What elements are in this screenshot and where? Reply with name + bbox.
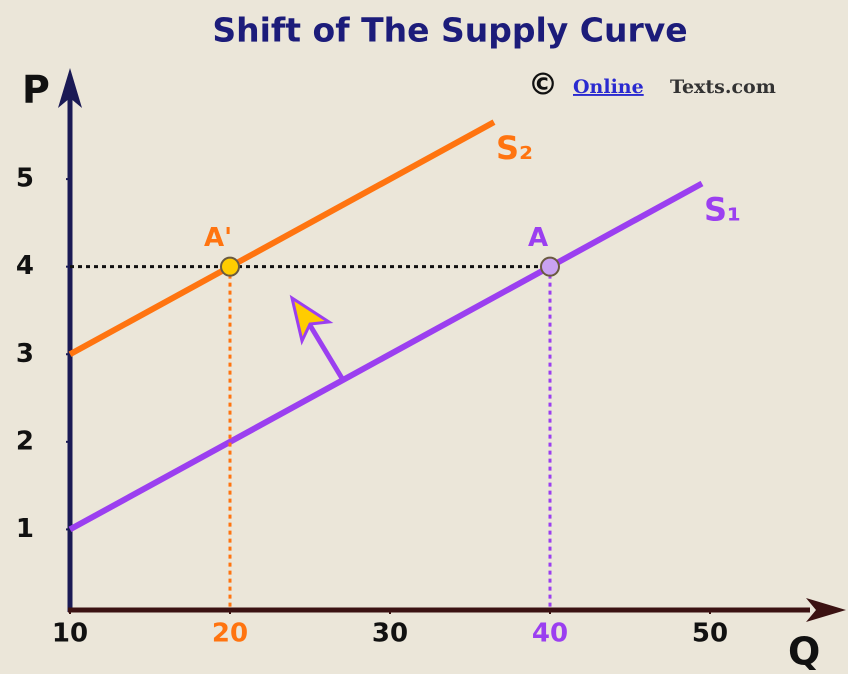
equilibrium-point bbox=[220, 256, 240, 277]
y-tick-label: 2 bbox=[16, 426, 34, 456]
shift-arrow bbox=[289, 294, 346, 382]
y-tick-label: 5 bbox=[16, 164, 34, 194]
y-axis-arrow bbox=[58, 68, 82, 108]
supply-line bbox=[68, 119, 496, 357]
x-axis-label: Q bbox=[788, 630, 820, 674]
y-tick-label: 4 bbox=[16, 251, 34, 281]
y-axis-label: P bbox=[22, 68, 50, 112]
y-tick-label: 1 bbox=[16, 514, 34, 544]
chart-title: Shift of The Supply Curve bbox=[212, 11, 687, 50]
credit-link: Online bbox=[573, 76, 644, 98]
x-tick-label: 30 bbox=[372, 619, 408, 649]
x-tick-label: 10 bbox=[52, 619, 88, 649]
point-label: A bbox=[528, 223, 548, 253]
x-axis-arrow bbox=[806, 598, 846, 622]
x-tick-label: 20 bbox=[212, 619, 248, 649]
credit-symbol: © bbox=[528, 68, 558, 103]
supply-line bbox=[68, 180, 704, 533]
point-label: A' bbox=[204, 223, 232, 253]
x-tick-label: 50 bbox=[692, 619, 728, 649]
arrow-shaft bbox=[302, 315, 346, 382]
series-label: S₂ bbox=[496, 129, 533, 167]
equilibrium-point bbox=[540, 256, 560, 277]
arrow-head bbox=[289, 294, 334, 346]
y-tick-label: 3 bbox=[16, 339, 34, 369]
credit-text: Texts.com bbox=[670, 76, 776, 98]
x-tick-label: 40 bbox=[532, 619, 568, 649]
series-label: S₁ bbox=[704, 190, 741, 228]
